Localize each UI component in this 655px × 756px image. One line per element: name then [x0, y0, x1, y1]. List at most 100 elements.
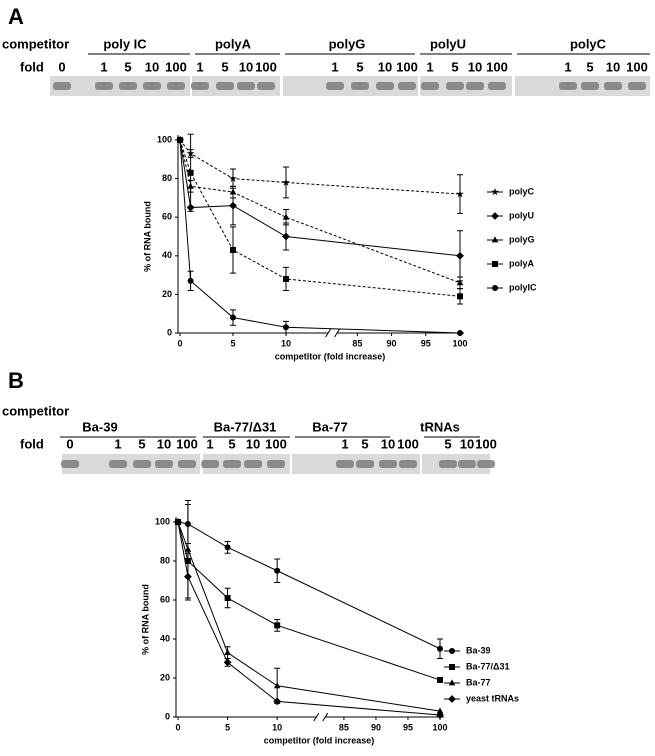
series-line: [179, 139, 461, 284]
x-tick-label: 10: [281, 338, 291, 348]
y-tick-label: 60: [160, 594, 170, 604]
marker: [456, 189, 464, 198]
marker: [184, 572, 192, 581]
group-label: polyU: [430, 36, 466, 51]
marker: [273, 697, 282, 706]
marker: [229, 174, 237, 182]
fold-value: 0: [66, 436, 73, 451]
fold-value: 100: [265, 436, 287, 451]
fold-value: 5: [361, 436, 368, 451]
marker: [229, 188, 237, 195]
y-tick-label: 20: [160, 672, 170, 682]
legend-marker: [491, 212, 499, 220]
marker: [273, 682, 281, 689]
gel-band: [167, 82, 185, 90]
group-label: poly IC: [103, 36, 147, 51]
fold-value: 1: [426, 59, 433, 74]
marker: [230, 314, 236, 321]
legend-label: polyC: [509, 186, 535, 196]
fold-value: 1: [100, 59, 107, 74]
x-axis-label: competitor (fold increase): [275, 351, 386, 361]
fold-value: 1: [564, 59, 571, 74]
marker: [436, 711, 444, 719]
marker: [187, 169, 194, 176]
gel-band: [223, 460, 241, 468]
gel-band: [244, 460, 262, 468]
competitor-label: competitor: [2, 403, 69, 418]
fold-value: 100: [475, 436, 497, 451]
x-tick-label: 100: [432, 722, 447, 732]
fold-value: 5: [444, 436, 451, 451]
y-axis-label: % of RNA bound: [140, 584, 150, 655]
fold-value: 5: [451, 59, 458, 74]
legend-label: yeast tRNAs: [466, 693, 519, 703]
group-label: Ba-77/Δ31: [214, 419, 277, 434]
marker: [177, 137, 183, 143]
group-label: polyG: [329, 36, 366, 51]
panel-label: B: [8, 368, 24, 393]
y-tick-label: 20: [162, 289, 172, 299]
fold-value: 5: [124, 59, 131, 74]
fold-value: 1: [331, 59, 338, 74]
group-label: Ba-39: [82, 419, 117, 434]
gel-band: [477, 460, 495, 468]
x-tick-label: 0: [177, 338, 182, 348]
gel-band: [133, 460, 151, 468]
fold-value: 100: [626, 59, 648, 74]
x-tick-label: 90: [387, 338, 397, 348]
series-line: [179, 139, 461, 257]
legend-label: Ba-39: [466, 645, 491, 655]
series-line: [177, 521, 441, 681]
gel-band: [95, 82, 113, 90]
gel-band: [109, 460, 127, 468]
fold-value: 100: [397, 436, 419, 451]
y-tick-label: 100: [155, 516, 170, 526]
fold-value: 100: [176, 436, 198, 451]
fold-value: 10: [378, 59, 392, 74]
legend-label: polyIC: [509, 282, 537, 292]
x-axis-label: competitor (fold increase): [264, 735, 375, 745]
x-tick-label: 90: [371, 722, 381, 732]
fold-value: 1: [114, 436, 121, 451]
fold-value: 10: [468, 59, 482, 74]
marker: [274, 622, 281, 629]
fold-value: 1: [341, 436, 348, 451]
marker: [283, 324, 289, 331]
x-tick-label: 0: [175, 722, 180, 732]
x-tick-label: 10: [272, 722, 282, 732]
marker: [224, 649, 231, 656]
competitor-label: competitor: [2, 36, 69, 51]
series-line: [177, 521, 441, 716]
x-tick-label: 85: [339, 722, 349, 732]
panel-label: A: [8, 4, 24, 29]
x-tick-label: 85: [352, 338, 362, 348]
gel-band: [326, 82, 344, 90]
legend-marker: [491, 187, 499, 196]
marker: [223, 658, 232, 667]
legend-label: polyG: [509, 234, 535, 244]
gel-band: [155, 460, 173, 468]
y-axis-label: % of RNA bound: [142, 201, 152, 272]
gel-band: [351, 82, 369, 90]
fold-label: fold: [20, 59, 44, 74]
legend-marker: [449, 664, 455, 670]
marker: [187, 277, 194, 284]
fold-value: 10: [606, 59, 620, 74]
series-line: [177, 521, 441, 650]
gel-band: [446, 82, 464, 90]
y-tick-label: 40: [162, 250, 172, 260]
y-tick-label: 0: [167, 327, 172, 337]
marker: [282, 232, 290, 241]
marker: [274, 567, 281, 574]
series-line: [177, 521, 441, 712]
gel-band: [399, 460, 417, 468]
marker: [436, 707, 444, 714]
fold-value: 5: [138, 436, 145, 451]
fold-value: 100: [396, 59, 418, 74]
group-label: polyA: [215, 36, 252, 51]
legend-marker: [491, 236, 499, 243]
fold-value: 0: [58, 59, 65, 74]
fold-value: 10: [381, 436, 395, 451]
marker: [224, 595, 231, 602]
gel-band: [216, 82, 234, 90]
